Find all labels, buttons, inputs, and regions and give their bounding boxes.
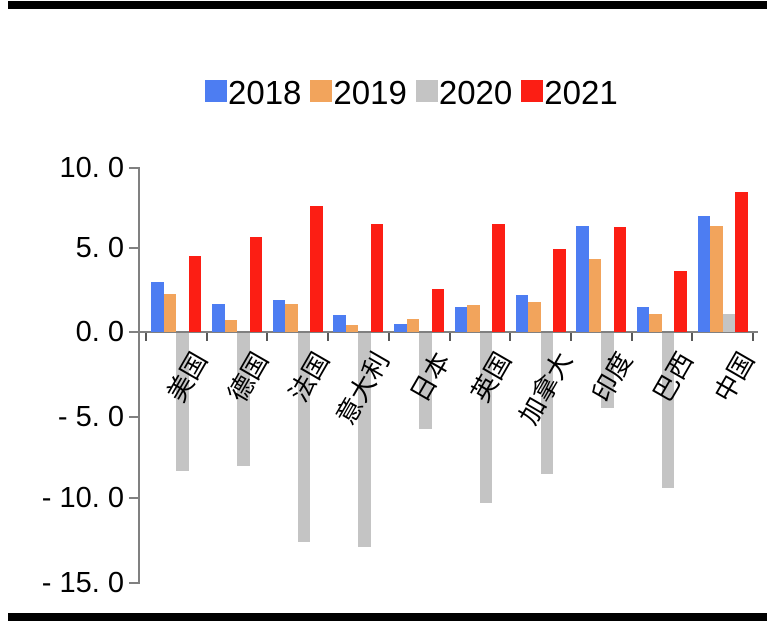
legend-label-2020: 2020 <box>438 74 513 111</box>
legend-item-2018: 2018 <box>205 76 301 110</box>
bar-2021-意大利 <box>370 223 384 332</box>
y-axis-tick <box>129 167 138 169</box>
bar-2020-意大利 <box>358 333 371 548</box>
x-axis-tick <box>266 333 269 341</box>
legend-label-2021: 2021 <box>544 74 618 111</box>
bar-2018-中国 <box>697 215 711 332</box>
y-tick-label-neg10: - 10. 0 <box>41 482 124 514</box>
bar-2019-英国 <box>467 305 480 332</box>
bar-2018-法国 <box>272 300 286 332</box>
category-label-德国: 德国 <box>222 347 275 408</box>
bar-2019-美国 <box>163 293 177 332</box>
bar-2021-德国 <box>249 237 263 332</box>
bar-2021-美国 <box>188 255 202 332</box>
bar-2021-印度 <box>613 227 627 332</box>
bar-2020-法国 <box>297 333 311 543</box>
x-axis-tick <box>509 333 512 341</box>
bar-2020-英国 <box>479 333 493 503</box>
bar-2019-意大利 <box>345 325 359 332</box>
bar-2021-加拿大 <box>553 248 566 332</box>
y-tick-label-neg5: - 5. 0 <box>57 401 124 433</box>
bar-2021-巴西 <box>674 270 687 332</box>
legend-label-2018: 2018 <box>228 74 302 111</box>
legend-item-2019: 2019 <box>310 74 407 111</box>
x-axis-tick <box>448 333 451 341</box>
category-label-法国: 法国 <box>283 347 335 408</box>
x-axis-tick <box>752 333 754 341</box>
bar-2020-中国 <box>722 313 736 332</box>
x-axis-tick <box>630 333 633 341</box>
bar-2018-巴西 <box>636 307 650 332</box>
y-tick-label-5: 5. 0 <box>75 232 124 264</box>
y-tick-label-0: 0. 0 <box>75 316 124 348</box>
y-tick-label-neg15: - 15. 0 <box>41 567 124 599</box>
bar-2020-巴西 <box>661 333 675 488</box>
x-axis-line <box>138 331 758 333</box>
y-axis-tick <box>129 247 138 249</box>
y-axis-tick <box>129 331 138 333</box>
x-axis-tick <box>691 333 694 341</box>
bar-2020-美国 <box>176 333 189 471</box>
bar-2020-日本 <box>419 333 432 430</box>
legend-swatch-2018 <box>205 80 227 102</box>
bar-2021-日本 <box>431 288 445 332</box>
bar-2019-日本 <box>406 318 420 332</box>
bar-2018-意大利 <box>333 315 346 332</box>
x-axis-tick <box>387 333 390 341</box>
bar-2021-英国 <box>492 223 505 332</box>
legend-item-2021: 2021 <box>521 74 618 111</box>
bar-2018-英国 <box>454 307 468 332</box>
bar-2019-中国 <box>710 225 723 332</box>
x-axis-tick <box>205 333 208 341</box>
bar-2021-法国 <box>310 205 323 332</box>
category-label-日本: 日本 <box>404 347 457 408</box>
y-axis-tick <box>129 416 138 418</box>
bar-2019-德国 <box>224 320 238 332</box>
x-axis-tick <box>569 333 572 341</box>
chart-legend: 2018 2019 2020 2021 <box>205 76 618 110</box>
bar-2019-加拿大 <box>528 302 541 332</box>
legend-swatch-2019 <box>310 80 333 102</box>
bar-2018-德国 <box>212 303 225 332</box>
bar-2018-美国 <box>151 282 164 332</box>
category-label-印度: 印度 <box>586 347 639 408</box>
y-axis-line <box>138 167 140 584</box>
bar-2019-巴西 <box>649 313 662 332</box>
bar-2020-加拿大 <box>540 333 554 475</box>
legend-item-2020: 2020 <box>415 74 513 111</box>
x-axis-tick <box>327 333 330 341</box>
bar-2020-德国 <box>237 333 250 466</box>
bar-2018-印度 <box>576 225 589 332</box>
bar-2018-日本 <box>394 323 407 332</box>
bar-2020-印度 <box>601 333 614 408</box>
category-label-加拿大: 加拿大 <box>512 347 578 430</box>
figure-bottom-border <box>8 613 767 621</box>
legend-swatch-2020 <box>415 80 438 102</box>
y-tick-label-10: 10. 0 <box>59 152 125 184</box>
figure-top-border <box>8 1 767 9</box>
legend-label-2019: 2019 <box>333 74 407 111</box>
category-label-意大利: 意大利 <box>330 347 396 430</box>
bar-2019-法国 <box>285 303 298 332</box>
category-label-美国: 美国 <box>161 347 214 408</box>
y-axis-tick <box>129 497 138 499</box>
y-axis-tick <box>129 582 138 584</box>
bar-2018-加拿大 <box>515 295 529 332</box>
category-label-巴西: 巴西 <box>647 347 700 408</box>
category-label-中国: 中国 <box>707 347 760 408</box>
bar-2021-中国 <box>735 192 748 332</box>
legend-swatch-2021 <box>521 80 544 102</box>
x-axis-tick <box>145 333 147 341</box>
category-label-英国: 英国 <box>465 347 518 408</box>
bar-2019-印度 <box>588 258 602 332</box>
